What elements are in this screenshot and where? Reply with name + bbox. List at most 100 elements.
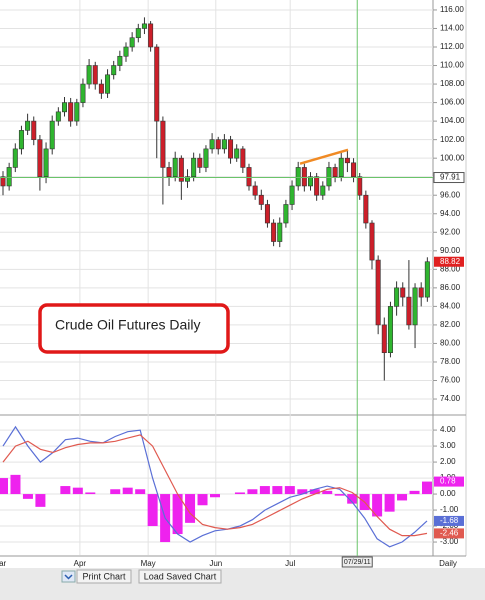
candle-body (18, 130, 24, 150)
crosshair-x-box (341, 556, 373, 568)
print-button[interactable] (76, 569, 132, 584)
candle-body (375, 259, 381, 326)
y-tick-label: 108.00 (440, 79, 465, 88)
histogram-bar (72, 487, 83, 495)
candle-body (123, 46, 129, 57)
y-tick-label: 88.00 (440, 264, 461, 273)
candle-body (172, 157, 178, 177)
histogram-bar (372, 494, 383, 517)
y-tick-label: 3.00 (440, 441, 456, 450)
histogram-bar (35, 494, 46, 507)
y-tick-label: 90.00 (440, 246, 461, 255)
candle-body (326, 167, 332, 187)
candle-body (86, 65, 92, 85)
histogram-bar (10, 474, 21, 495)
candle-body (264, 204, 270, 224)
candle-body (234, 148, 240, 159)
candle-body (252, 185, 258, 196)
candle-body (221, 139, 227, 150)
histogram-bar (334, 494, 345, 496)
histogram-bar (147, 494, 158, 527)
candle-body (406, 296, 412, 326)
histogram-bar (309, 489, 320, 495)
candle-body (258, 194, 264, 205)
candle-body (74, 102, 80, 122)
y-tick-label: 0.00 (440, 489, 456, 498)
histogram-bar (284, 486, 295, 495)
histogram-bar (210, 494, 220, 498)
crosshair-y-label: 97.91 (440, 173, 461, 182)
candle-body (246, 167, 252, 187)
candle-body (381, 324, 387, 354)
value-label: 0.78 (440, 477, 456, 486)
dropdown[interactable] (61, 570, 76, 583)
y-tick-label: 114.00 (440, 24, 464, 33)
candle-body (191, 157, 197, 177)
candle-body (185, 176, 191, 182)
histogram-bar (0, 478, 8, 495)
candle-body (49, 120, 55, 150)
y-tick-label: 106.00 (440, 98, 465, 107)
histogram-bar (322, 490, 333, 495)
candle-body (178, 157, 184, 182)
histogram-bar (85, 492, 96, 495)
value-label: -2.46 (440, 529, 459, 538)
candle-body (301, 167, 307, 187)
y-tick-label: 78.00 (440, 357, 461, 366)
y-tick-label: 104.00 (440, 116, 465, 125)
histogram-bar (122, 487, 133, 495)
y-tick-label: -3.00 (440, 537, 459, 546)
button-label: Load Saved Chart (144, 571, 217, 581)
y-tick-label: -1.00 (440, 505, 459, 514)
load-button[interactable] (138, 569, 222, 584)
candle-body (228, 139, 234, 159)
x-tick-label: Apr (74, 559, 87, 568)
histogram-bar (422, 481, 432, 495)
y-tick-label: 86.00 (440, 283, 461, 292)
candle-body (141, 23, 147, 29)
candle-body (43, 148, 49, 177)
value-box (434, 528, 464, 539)
candle-body (0, 176, 6, 187)
candle-body (338, 157, 344, 177)
trend-line (299, 148, 349, 165)
candle-body (135, 28, 141, 39)
histogram-bar (397, 494, 408, 501)
candle-body (369, 222, 375, 261)
candle-body (277, 222, 283, 242)
candle-body (25, 120, 31, 131)
y-tick-label: 112.00 (440, 42, 464, 51)
candle-body (351, 162, 357, 177)
candle-body (215, 139, 221, 150)
candle-body (12, 148, 18, 168)
candle-body (320, 185, 326, 196)
y-tick-label: 102.00 (440, 135, 465, 144)
candle-body (412, 287, 418, 326)
candle-body (31, 120, 37, 140)
button-label: Print Chart (82, 571, 126, 581)
candle-body (148, 23, 154, 48)
candle-body (271, 222, 277, 242)
value-box (434, 515, 464, 526)
macd-line (2, 425, 428, 548)
histogram-bar (247, 489, 258, 495)
last-price-label: 88.82 (440, 257, 461, 266)
value-box (434, 476, 464, 487)
candle-body (363, 194, 369, 224)
candle-body (129, 37, 135, 48)
histogram-bar (234, 492, 245, 495)
candle-body (105, 74, 111, 94)
annotation: Crude Oil Futures Daily (55, 317, 201, 333)
y-tick-label: 84.00 (440, 302, 461, 311)
candle-body (166, 167, 172, 177)
candle-body (154, 46, 160, 122)
candle-body (387, 306, 393, 354)
candle-body (295, 167, 301, 187)
x-tick-label: Jul (285, 559, 295, 568)
histogram-bar (384, 494, 395, 512)
histogram-bar (347, 494, 358, 504)
value-label: -1.68 (440, 516, 459, 525)
y-tick-label: 76.00 (440, 376, 461, 385)
candle-body (209, 139, 215, 150)
histogram-bar (60, 486, 71, 495)
